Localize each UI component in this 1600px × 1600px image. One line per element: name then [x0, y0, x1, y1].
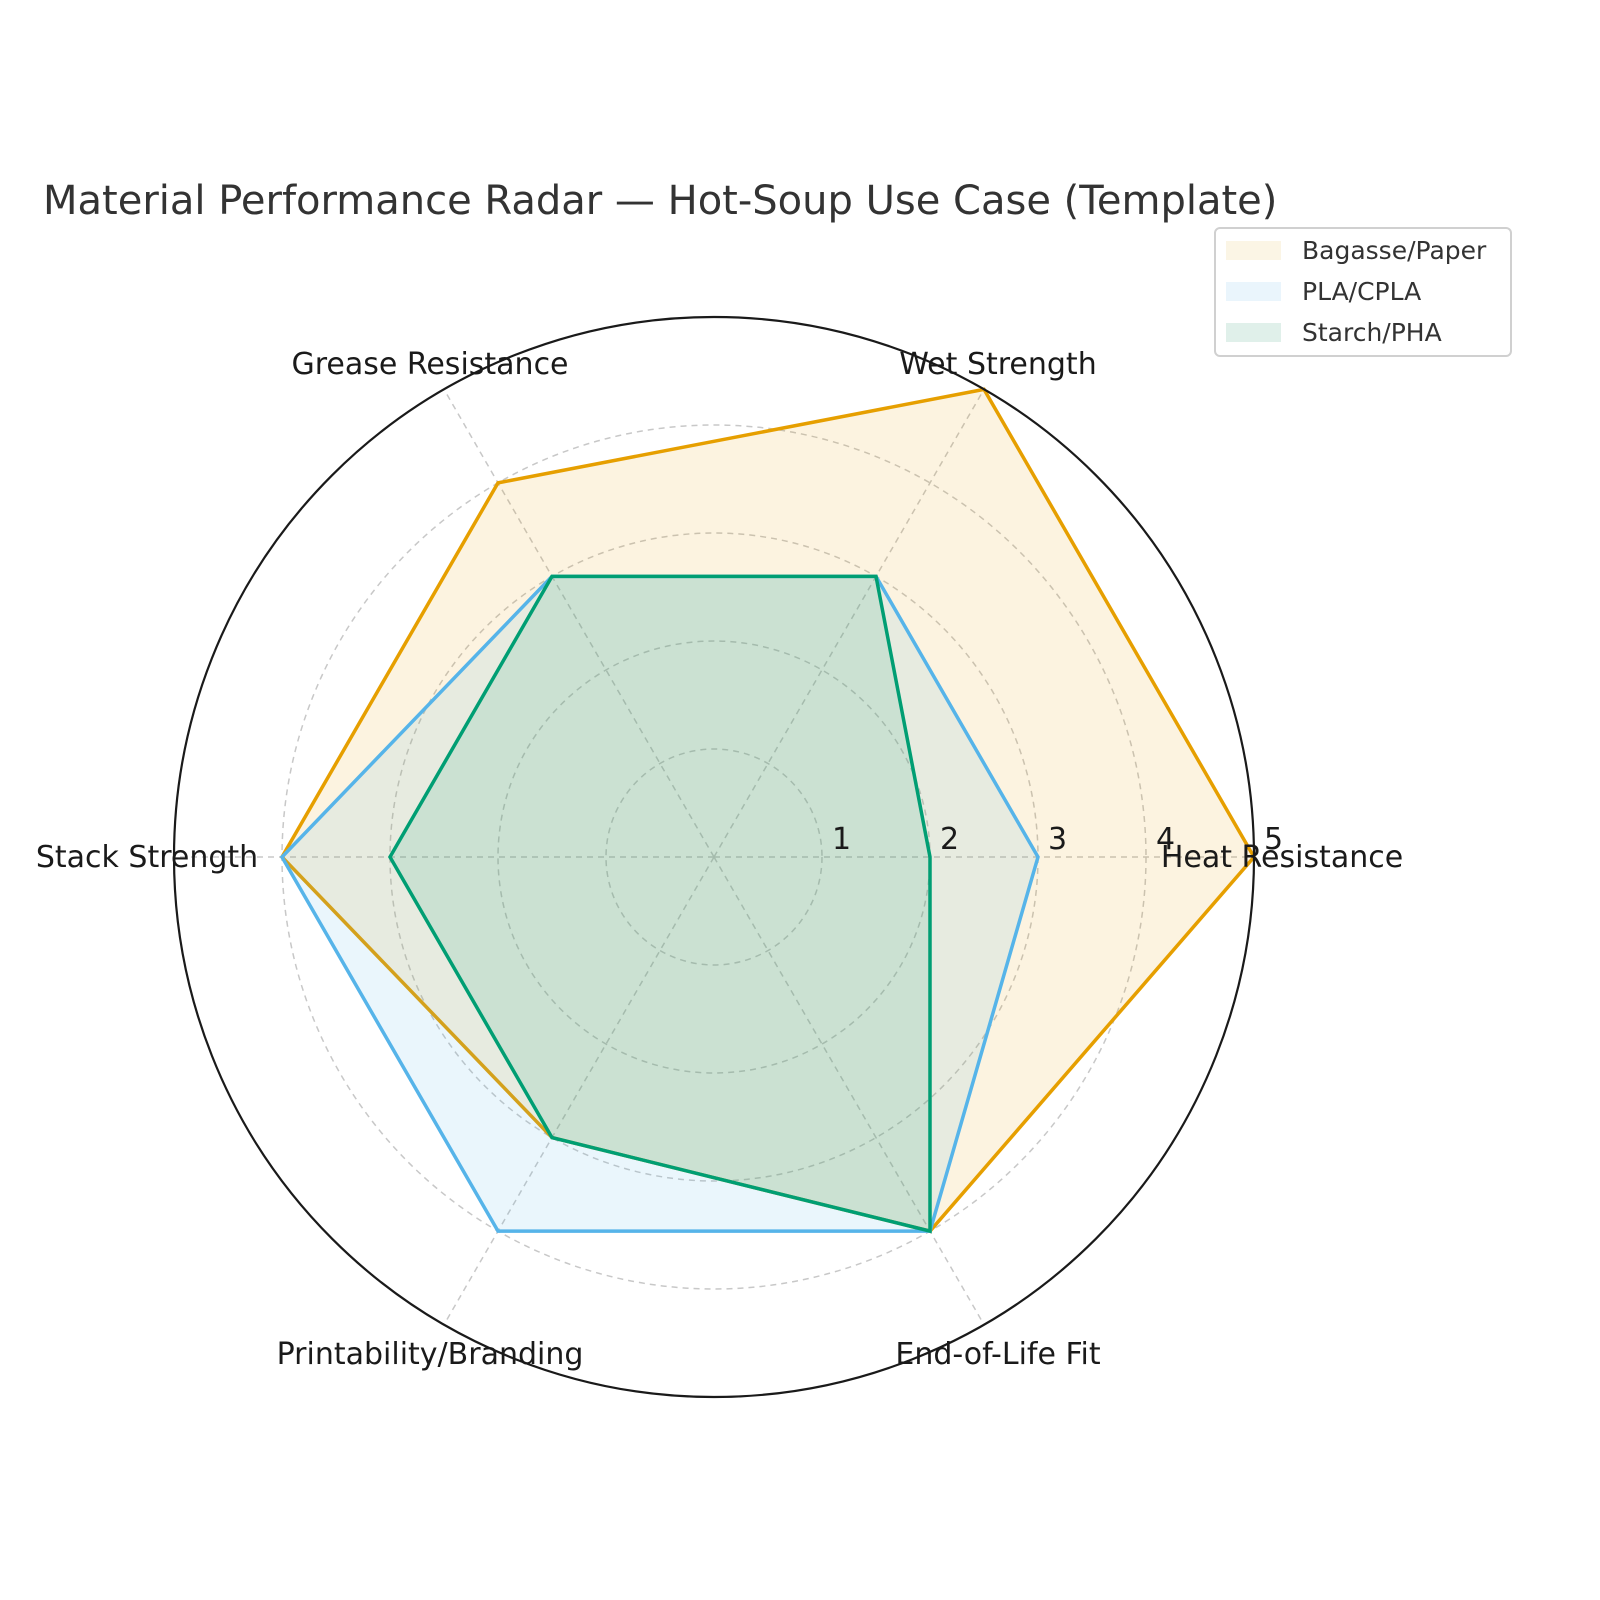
grid-spoke [443, 856, 715, 1326]
axis-label: Heat Resistance [1161, 840, 1403, 875]
axis-label: Grease Resistance [291, 347, 568, 382]
series-starch-pha [387, 574, 932, 1234]
grid-spoke [713, 856, 985, 1326]
radial-tick-label: 2 [940, 822, 959, 857]
radial-tick-label: 5 [1264, 822, 1283, 857]
legend-label: Starch/PHA [1302, 317, 1442, 347]
legend-swatch-pla [1226, 281, 1281, 301]
radial-tick-label: 1 [832, 822, 851, 857]
radar-series [279, 387, 1257, 1234]
legend-swatch-bagasse [1226, 240, 1281, 260]
radar-labels: Heat Resistance Wet Strength Grease Resist… [36, 347, 1403, 1372]
axis-label: End-of-Life Fit [895, 1337, 1101, 1372]
legend-label: Bagasse/Paper [1302, 235, 1487, 265]
radar-outer-circle [172, 315, 1256, 1399]
radial-tick-label: 3 [1048, 822, 1067, 857]
legend-label: PLA/CPLA [1302, 276, 1422, 306]
axis-label: Stack Strength [36, 840, 258, 875]
axis-label: Wet Strength [899, 347, 1096, 382]
chart-title: Material Performance Radar — Hot-Soup Us… [43, 178, 1278, 224]
grid-spoke [443, 388, 715, 858]
axis-label: Printability/Branding [277, 1337, 584, 1372]
radial-tick-label: 4 [1156, 822, 1175, 857]
grid-ring [605, 748, 823, 966]
grid-spoke [713, 388, 985, 858]
legend: Bagasse/Paper PLA/CPLA Starch/PHA [1214, 227, 1512, 357]
legend-swatch-starch [1226, 322, 1281, 342]
outer-circle [172, 315, 1256, 1399]
